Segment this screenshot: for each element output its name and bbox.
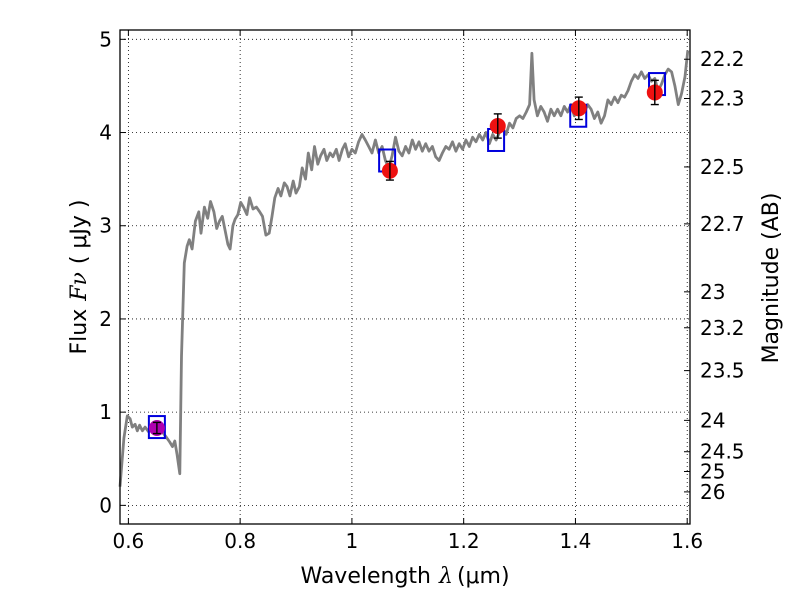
x-axis-label: Wavelength λ (μm) [300, 564, 509, 589]
x-tick-label: 1.4 [560, 529, 592, 553]
y2-tick-label: 22.7 [700, 212, 745, 236]
y2-tick-label: 22.3 [700, 86, 745, 110]
x-tick-label: 1.2 [448, 529, 480, 553]
model-spectrum [118, 50, 690, 487]
axis-ticks: 0.6 0.8 1 1.2 1.4 1.601234522.222.322.522.723… [99, 27, 744, 553]
y2-tick-label: 26 [700, 480, 725, 504]
model-photometry-markers [147, 72, 667, 440]
x-tick-label: 1 [346, 529, 359, 553]
observed-photometry-markers [148, 79, 663, 436]
model-photometry-square [147, 415, 166, 440]
plot-frame [119, 29, 691, 525]
y2-tick-label: 22.2 [700, 47, 745, 71]
x-tick-label: 0.8 [224, 529, 256, 553]
y-tick-label: 1 [99, 400, 112, 424]
y-axis-label: FluxFν( μJy ) [67, 199, 92, 354]
spectrum-line [118, 50, 690, 487]
y2-tick-label: 24 [700, 408, 725, 432]
x-tick-label: 1.6 [671, 529, 703, 553]
y2-tick-label: 22.5 [700, 155, 745, 179]
grid [120, 30, 690, 524]
y2-tick-label: 24.5 [700, 440, 745, 464]
y-tick-label: 0 [99, 493, 112, 517]
y-tick-label: 5 [99, 27, 112, 51]
y2-tick-label: 25 [700, 460, 725, 484]
y2-tick-label: 23 [700, 280, 725, 304]
y-tick-label: 3 [99, 214, 112, 238]
x-tick-label: 0.6 [112, 529, 144, 553]
y2-tick-label: 23.5 [700, 359, 745, 383]
y-tick-label: 4 [99, 121, 112, 145]
y2-axis-label: Magnitude (AB) [759, 193, 784, 364]
y2-tick-label: 23.2 [700, 316, 745, 340]
y-tick-label: 2 [99, 307, 112, 331]
